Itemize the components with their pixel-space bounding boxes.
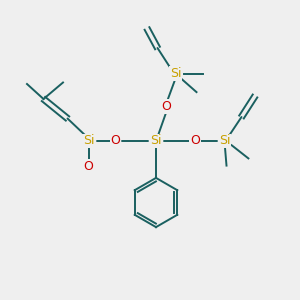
Text: Si: Si [83, 134, 94, 148]
Text: Si: Si [150, 134, 162, 148]
Text: O: O [84, 160, 93, 173]
Text: O: O [190, 134, 200, 148]
Text: Si: Si [170, 67, 181, 80]
Text: O: O [111, 134, 120, 148]
Text: O: O [162, 100, 171, 113]
Text: Si: Si [219, 134, 231, 148]
